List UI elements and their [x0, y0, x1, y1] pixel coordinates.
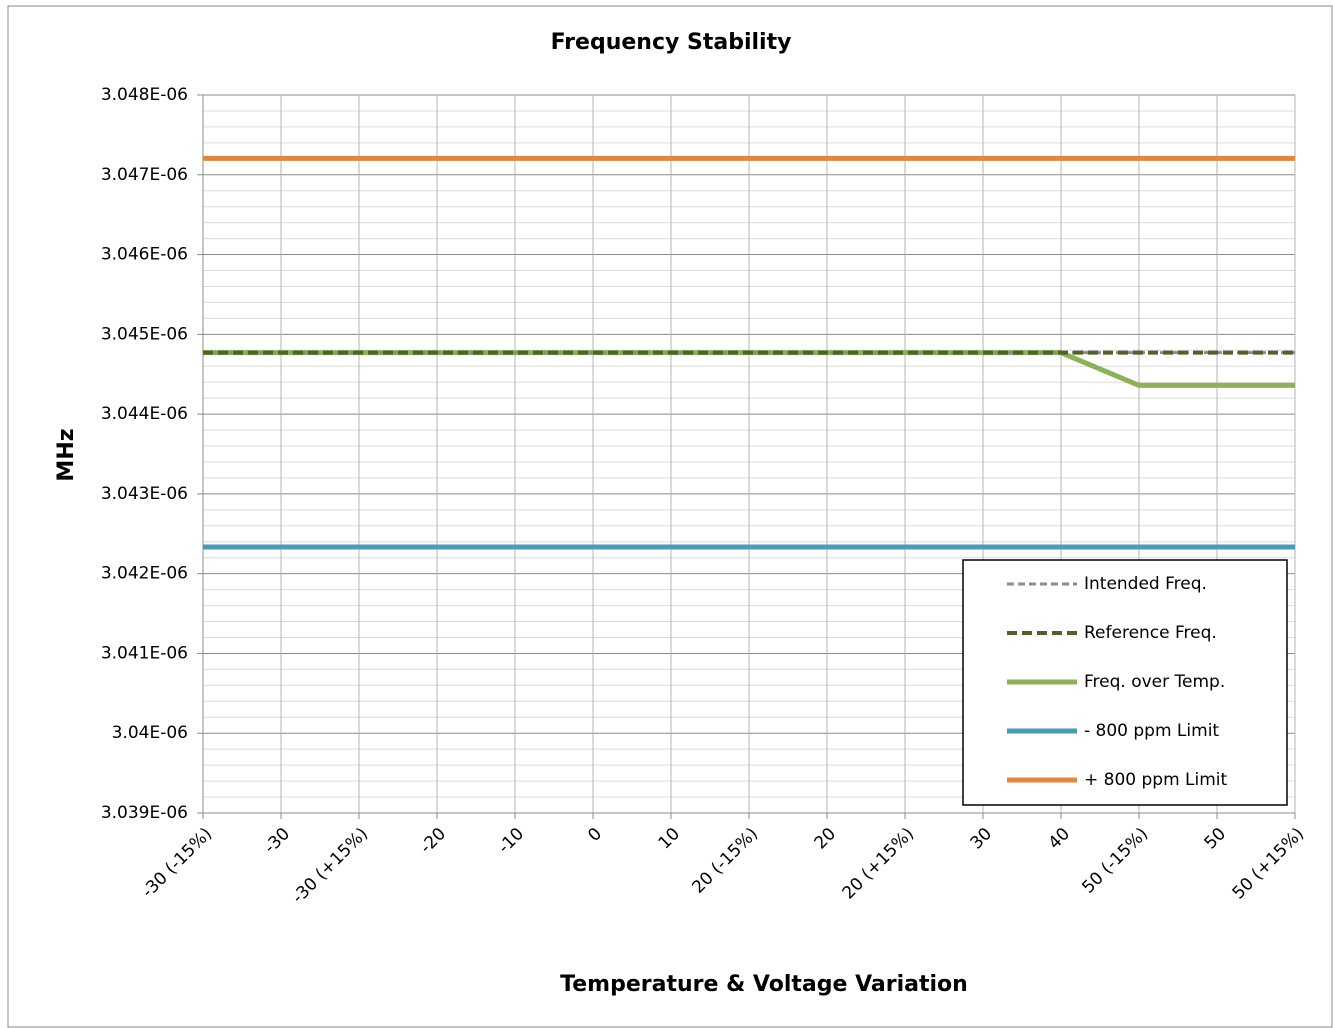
- y-tick-label: 3.039E-06: [101, 803, 188, 823]
- y-tick-label: 3.044E-06: [101, 404, 188, 424]
- y-tick-label: 3.042E-06: [101, 564, 188, 584]
- y-tick-label: 3.045E-06: [101, 324, 188, 344]
- legend-label: Reference Freq.: [1084, 623, 1217, 643]
- y-tick-label: 3.046E-06: [101, 245, 188, 265]
- x-axis-title: Temperature & Voltage Variation: [560, 972, 968, 997]
- y-axis-title: MHz: [54, 428, 79, 481]
- legend-label: Intended Freq.: [1084, 574, 1207, 594]
- legend-label: Freq. over Temp.: [1084, 672, 1225, 692]
- legend-label: + 800 ppm Limit: [1084, 770, 1228, 790]
- y-tick-label: 3.043E-06: [101, 484, 188, 504]
- chart-title: Frequency Stability: [551, 30, 792, 55]
- y-tick-label: 3.04E-06: [112, 723, 188, 743]
- y-tick-label: 3.048E-06: [101, 85, 188, 105]
- chart-frame: [7, 5, 1333, 1028]
- legend-label: - 800 ppm Limit: [1084, 721, 1219, 741]
- y-tick-label: 3.047E-06: [101, 165, 188, 185]
- y-tick-label: 3.041E-06: [101, 643, 188, 663]
